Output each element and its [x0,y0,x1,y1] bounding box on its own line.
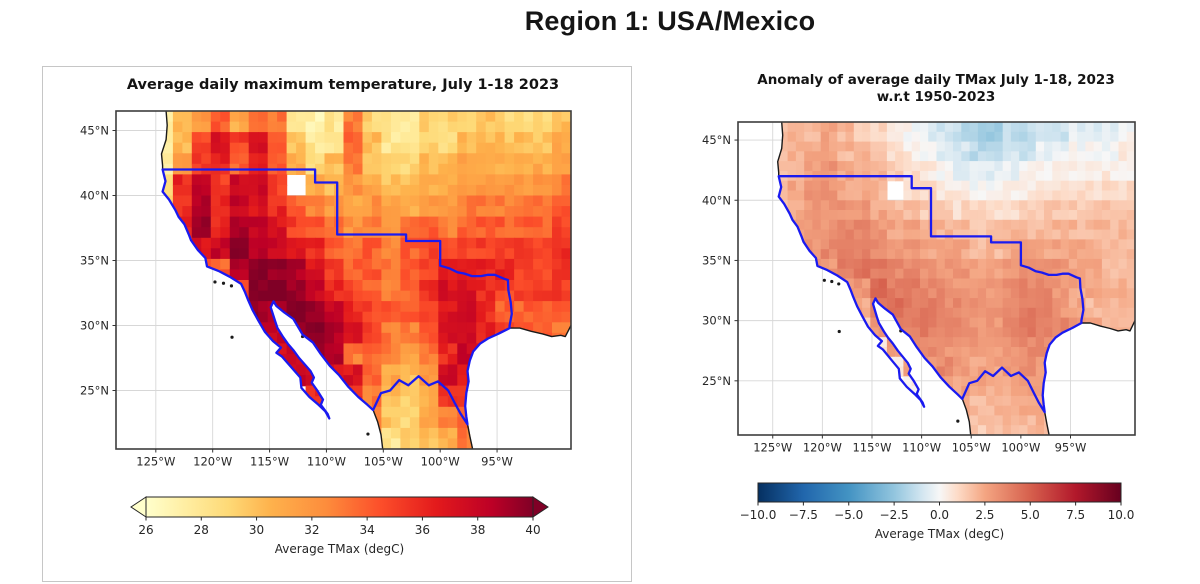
svg-text:110°W: 110°W [307,455,346,469]
svg-text:10.0: 10.0 [1108,508,1135,522]
svg-text:2.5: 2.5 [975,508,994,522]
page-title: Region 1: USA/Mexico [524,6,816,36]
colorbar-tick-labels: 26 28 30 32 34 36 38 40 [138,523,540,537]
svg-text:100°W: 100°W [1001,441,1040,455]
svg-text:125°W: 125°W [753,441,792,455]
svg-text:45°N: 45°N [702,133,731,147]
svg-text:5.0: 5.0 [1021,508,1040,522]
right-map-title-line2: w.r.t 1950-2023 [876,89,996,105]
right-map-title: Anomaly of average daily TMax July 1-18,… [685,72,1187,106]
plot-frame [115,110,572,450]
svg-text:120°W: 120°W [803,441,842,455]
temperature-map: 125°W 120°W 115°W 110°W 105°W 100°W 95°W 25°N 30… [80,110,572,469]
svg-text:35°N: 35°N [702,253,731,267]
coastline [160,110,572,450]
svg-text:40°N: 40°N [80,189,109,203]
svg-text:115°W: 115°W [852,441,891,455]
svg-text:25°N: 25°N [702,374,731,388]
svg-text:0.0: 0.0 [930,508,949,522]
svg-text:28: 28 [194,523,209,537]
right-map-title-line1: Anomaly of average daily TMax July 1-18,… [757,72,1115,88]
colorbar-tick-labels: −10.0 −7.5 −5.0 −2.5 0.0 2.5 5.0 7.5 10.0 [740,508,1135,522]
axis-ticks [734,139,1071,439]
svg-text:95°W: 95°W [1055,441,1087,455]
svg-text:−10.0: −10.0 [740,508,777,522]
svg-text:125°W: 125°W [136,455,175,469]
svg-text:−7.5: −7.5 [789,508,818,522]
anomaly-map: 125°W 120°W 115°W 110°W 105°W 100°W 95°W 25°N 30… [702,121,1136,455]
svg-text:34: 34 [360,523,375,537]
anomaly-colorbar: −10.0 −7.5 −5.0 −2.5 0.0 2.5 5.0 7.5 10.0 Average… [740,482,1135,541]
coastline [776,121,1136,436]
svg-text:105°W: 105°W [364,455,403,469]
axis-tick-labels: 125°W 120°W 115°W 110°W 105°W 100°W 95°W 25°N 30… [702,133,1086,454]
svg-text:30°N: 30°N [80,319,109,333]
colorbar-right-arrow [532,496,549,518]
svg-text:105°W: 105°W [952,441,991,455]
svg-text:30: 30 [249,523,264,537]
svg-text:120°W: 120°W [193,455,232,469]
svg-text:110°W: 110°W [902,441,941,455]
svg-text:7.5: 7.5 [1066,508,1085,522]
svg-text:38: 38 [470,523,485,537]
colorbar-left-arrow [130,496,147,518]
svg-text:95°W: 95°W [481,455,513,469]
svg-text:25°N: 25°N [80,384,109,398]
svg-text:36: 36 [415,523,430,537]
axis-ticks [112,130,498,453]
svg-text:115°W: 115°W [250,455,289,469]
colorbar-gradient [145,496,534,518]
plot-frame [737,121,1136,436]
colorbar-label: Average TMax (degC) [875,527,1004,541]
svg-text:30°N: 30°N [702,314,731,328]
islands [822,278,960,423]
svg-text:−2.5: −2.5 [880,508,909,522]
svg-text:100°W: 100°W [421,455,460,469]
svg-text:40°N: 40°N [702,193,731,207]
axis-tick-labels: 125°W 120°W 115°W 110°W 105°W 100°W 95°W 25°N 30… [80,124,513,469]
svg-text:−5.0: −5.0 [834,508,863,522]
left-map-title: Average daily maximum temperature, July … [126,77,560,93]
svg-text:32: 32 [304,523,319,537]
left-figure: Average daily maximum temperature, July … [42,66,632,582]
temperature-colorbar: 26 28 30 32 34 36 38 40 Average TMax (degC) [130,496,549,556]
region-boundary [777,175,1085,414]
heatmap-cells [161,111,571,449]
svg-text:26: 26 [138,523,153,537]
colorbar-ticks [757,502,1122,506]
colorbar-label: Average TMax (degC) [275,542,404,556]
svg-text:45°N: 45°N [80,124,109,138]
colorbar-gradient [757,482,1122,503]
colorbar-ticks [145,517,534,521]
svg-text:40: 40 [525,523,540,537]
region-boundary [161,168,513,426]
svg-text:35°N: 35°N [80,254,109,268]
